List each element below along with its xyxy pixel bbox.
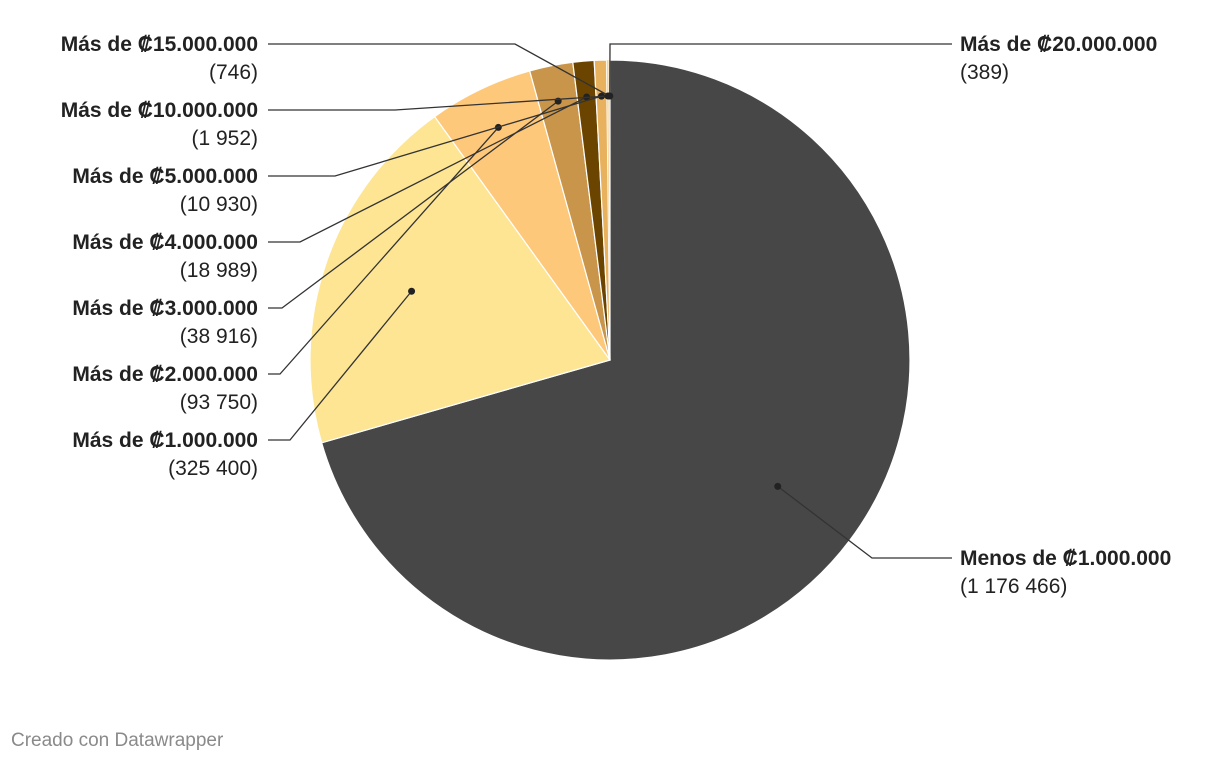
leader-line-mas-de-3-000-000 [268,100,559,309]
slice-value-mas-de-2-000-000: (93 750) [180,391,258,414]
slice-value-mas-de-4-000-000: (18 989) [180,259,258,282]
leader-line-mas-de-20-000-000 [609,43,952,97]
slice-value-menos-de-1-000-000: (1 176 466) [960,575,1067,598]
slice-label-mas-de-15-000-000: Más de ₡15.000.000 [61,33,258,56]
leader-line-mas-de-10-000-000 [268,95,608,111]
leader-line-menos-de-1-000-000 [777,485,952,559]
leader-dot-mas-de-1-000-000 [408,287,416,295]
slice-label-menos-de-1-000-000: Menos de ₡1.000.000 [960,547,1171,570]
leader-line-mas-de-1-000-000 [268,290,413,441]
pie-slices [309,59,911,661]
slice-value-mas-de-20-000-000: (389) [960,61,1009,84]
slice-label-mas-de-10-000-000: Más de ₡10.000.000 [61,99,258,122]
label-leader-lines [268,43,952,559]
leader-dot-mas-de-20-000-000 [606,92,614,100]
leader-dot-menos-de-1-000-000 [774,482,782,490]
leader-line-mas-de-5-000-000 [268,95,602,177]
slice-label-mas-de-3-000-000: Más de ₡3.000.000 [72,297,258,320]
leader-line-mas-de-4-000-000 [268,96,587,243]
slice-value-mas-de-5-000-000: (10 930) [180,193,258,216]
slice-value-mas-de-1-000-000: (325 400) [168,457,258,480]
slice-label-mas-de-20-000-000: Más de ₡20.000.000 [960,33,1157,56]
slice-label-mas-de-2-000-000: Más de ₡2.000.000 [72,363,258,386]
slice-value-mas-de-3-000-000: (38 916) [180,325,258,348]
footer-credit: Creado con Datawrapper [11,730,224,751]
slice-label-mas-de-4-000-000: Más de ₡4.000.000 [72,231,258,254]
slice-value-mas-de-10-000-000: (1 952) [191,127,258,150]
slice-value-mas-de-15-000-000: (746) [209,61,258,84]
slice-label-mas-de-1-000-000: Más de ₡1.000.000 [72,429,258,452]
slice-label-mas-de-5-000-000: Más de ₡5.000.000 [72,165,258,188]
pie-slice-mas-de-1-000-000[interactable] [309,115,611,444]
leader-line-mas-de-15-000-000 [268,43,610,97]
slice-labels: Menos de ₡1.000.000 (1 176 466) Más de ₡1.… [61,33,1172,598]
leader-line-mas-de-2-000-000 [268,126,499,375]
